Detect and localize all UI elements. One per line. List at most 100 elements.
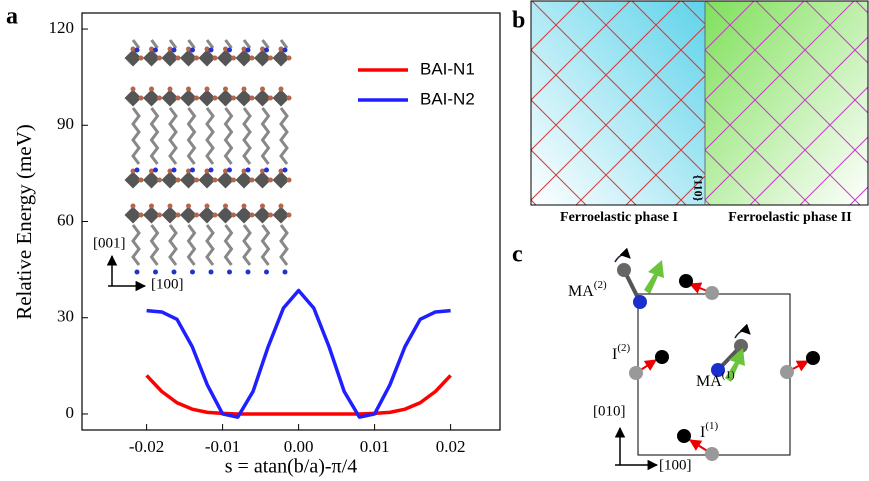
- atom: [223, 203, 228, 209]
- octahedron: [180, 171, 197, 189]
- atom: [157, 212, 162, 218]
- grid-line: [705, 1, 755, 51]
- atom: [130, 168, 136, 174]
- cell-axis-label: [010]: [593, 403, 626, 419]
- atom: [204, 46, 210, 52]
- atom: [194, 55, 199, 61]
- grid-line: [575, 75, 705, 205]
- chain: [242, 224, 252, 266]
- y-axis-label: Relative Energy (meV): [12, 124, 36, 320]
- domain-grid: [145, 0, 868, 260]
- atom: [175, 177, 181, 183]
- atom: [245, 167, 251, 173]
- atom: [249, 95, 255, 101]
- x-tick-label: 0.02: [436, 437, 466, 456]
- grid-line: [631, 1, 705, 75]
- octahedron: [217, 171, 234, 189]
- atom: [212, 55, 218, 61]
- atom: [245, 269, 251, 275]
- atom: [190, 269, 195, 275]
- atom: [175, 95, 181, 101]
- x-axis-label: s = atan(b/a)-π/4: [225, 456, 357, 478]
- octahedron: [143, 89, 160, 107]
- grid-line: [145, 0, 405, 260]
- chain: [205, 224, 215, 266]
- atom-label: MA(1): [696, 369, 735, 390]
- y-tick-label: 120: [49, 18, 75, 37]
- legend-label: BAI-N1: [420, 59, 475, 78]
- grid-line: [531, 1, 705, 175]
- atom: [157, 55, 162, 61]
- atom: [138, 177, 144, 183]
- atom: [241, 203, 247, 209]
- atom: [286, 95, 292, 101]
- atom: [138, 212, 144, 218]
- atom: [249, 55, 255, 61]
- chain: [168, 224, 178, 266]
- atom: [130, 46, 136, 52]
- panel-c: c [010] [100] MA(2)MA(1)I(2)I(1): [512, 242, 820, 473]
- wall-label: {110}: [691, 175, 705, 202]
- phase-region: [705, 1, 868, 205]
- atom: [134, 167, 140, 173]
- atom: [186, 46, 191, 52]
- grid-line: [195, 0, 455, 260]
- chain: [187, 39, 196, 49]
- grid-line: [705, 99, 811, 205]
- atom: [171, 269, 177, 275]
- atom: [223, 46, 228, 52]
- atom: [227, 269, 232, 275]
- chain: [223, 107, 234, 165]
- atom: [167, 46, 173, 52]
- atom: [204, 86, 210, 92]
- legend-label: BAI-N2: [420, 89, 475, 108]
- atom-label: I(1): [700, 420, 718, 441]
- panel-label: a: [6, 4, 18, 30]
- octahedron: [143, 171, 160, 189]
- atom: [249, 212, 255, 218]
- grid-line: [121, 0, 381, 260]
- grid-line: [295, 0, 555, 260]
- atom: [208, 167, 214, 173]
- atom: [149, 46, 154, 52]
- atom: [286, 55, 292, 61]
- series-line: [145, 374, 452, 416]
- atom-label-sup: (1): [705, 420, 718, 432]
- atom: [149, 168, 154, 174]
- atom: [190, 167, 195, 173]
- atom: [268, 177, 273, 183]
- atom: [231, 212, 236, 218]
- atom: [130, 86, 136, 92]
- cell-axis-label: [100]: [659, 457, 692, 473]
- atom: [264, 47, 269, 53]
- grid-line: [581, 1, 705, 125]
- atom: [171, 47, 177, 53]
- atom: [268, 95, 273, 101]
- atom: [268, 212, 273, 218]
- chain: [242, 39, 252, 49]
- atom: [167, 203, 173, 209]
- atom: [245, 47, 251, 53]
- phase-label: Ferroelastic phase II: [728, 210, 851, 225]
- chain: [279, 107, 289, 165]
- chain: [223, 224, 234, 266]
- atom: [138, 55, 144, 61]
- atom: [208, 47, 214, 53]
- atom-label-base: I: [612, 346, 617, 363]
- chain: [279, 39, 289, 49]
- domain-grid: [121, 0, 705, 260]
- atom: [130, 203, 136, 209]
- chain: [186, 224, 197, 266]
- atom-label-sup: (2): [594, 279, 607, 291]
- atom: [171, 167, 177, 173]
- grid-line: [531, 99, 637, 205]
- panel-label: c: [512, 242, 523, 268]
- chain: [260, 107, 271, 165]
- atom: [186, 203, 191, 209]
- atom: [194, 177, 199, 183]
- atom: [153, 47, 158, 53]
- octahedron: [143, 206, 160, 224]
- atom: [282, 167, 288, 173]
- atom: [208, 269, 214, 275]
